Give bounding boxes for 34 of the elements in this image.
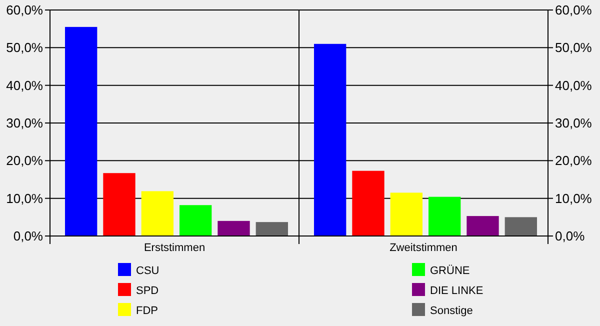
y-tick-label: 20,0% <box>6 153 44 168</box>
y-tick-label: 50,0% <box>6 40 44 56</box>
y-tick-label: 40,0% <box>6 78 44 93</box>
bar <box>141 191 174 236</box>
y2-tick-label: 60,0% <box>555 2 592 18</box>
bar <box>256 222 288 236</box>
y-tick-label: 30,0% <box>6 116 44 131</box>
y2-tick-label: 50,0% <box>555 40 592 56</box>
y2-tick-label: 10,0% <box>555 190 592 206</box>
legend-label: FDP <box>136 304 158 317</box>
y-tick-label: 10,0% <box>6 190 44 206</box>
legend-label: GRÜNE <box>430 264 470 277</box>
bar <box>65 26 98 236</box>
bar <box>466 216 499 236</box>
y2-tick-label: 40,0% <box>555 78 592 93</box>
y-tick-label: 0,0% <box>13 228 44 244</box>
x-tick-label: Erststimmen <box>144 242 206 254</box>
bar <box>352 170 384 236</box>
bar <box>218 220 250 236</box>
bar <box>314 44 346 236</box>
bar <box>103 173 136 236</box>
bar <box>390 192 422 236</box>
y2-tick-label: 30,0% <box>555 116 592 131</box>
legend-label: SPD <box>136 284 159 297</box>
x-tick-label: Zweitstimmen <box>390 242 458 254</box>
legend-label: CSU <box>136 264 160 277</box>
bar <box>504 217 537 236</box>
y2-tick-label: 0,0% <box>555 228 586 244</box>
bar <box>180 205 212 236</box>
legend-label: Sonstige <box>430 304 473 317</box>
y2-tick-label: 20,0% <box>555 153 592 168</box>
legend-label: DIE LINKE <box>430 284 484 297</box>
y-tick-label: 60,0% <box>6 2 44 18</box>
bar <box>428 196 461 236</box>
